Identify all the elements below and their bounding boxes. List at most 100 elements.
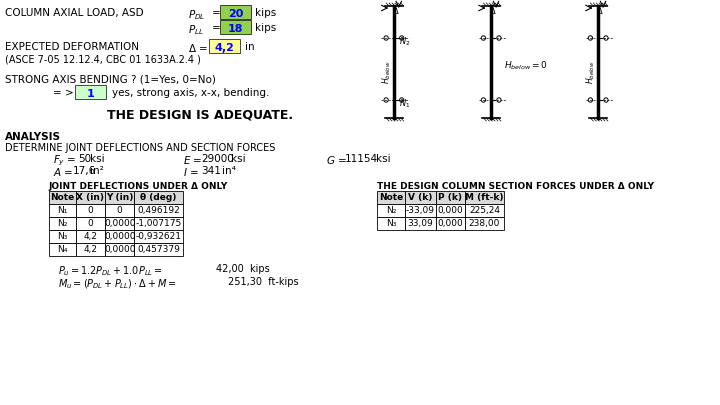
Bar [105, 217, 134, 230]
Text: in: in [245, 42, 255, 52]
Text: ANALYSIS: ANALYSIS [5, 132, 61, 142]
Text: 29000: 29000 [202, 154, 234, 164]
Text: yes, strong axis, x-x, bending.: yes, strong axis, x-x, bending. [112, 88, 269, 98]
Bar [209, 39, 240, 53]
Text: 0,0000: 0,0000 [104, 232, 135, 241]
Bar [76, 217, 105, 230]
Bar [134, 230, 183, 243]
Bar [377, 191, 405, 204]
Text: Note: Note [50, 193, 74, 202]
Text: (ASCE 7-05 12.12.4, CBC 01 1633A.2.4 ): (ASCE 7-05 12.12.4, CBC 01 1633A.2.4 ) [5, 54, 201, 64]
Text: N₄: N₄ [57, 245, 68, 254]
Text: Note: Note [379, 193, 403, 202]
Bar [405, 191, 436, 204]
Text: 0,0000: 0,0000 [104, 219, 135, 228]
Bar [75, 85, 106, 99]
Text: Y (in): Y (in) [106, 193, 133, 202]
Bar [465, 204, 504, 217]
Text: EXPECTED DEFORMATION: EXPECTED DEFORMATION [5, 42, 139, 52]
Text: STRONG AXIS BENDING ? (1=Yes, 0=No): STRONG AXIS BENDING ? (1=Yes, 0=No) [5, 75, 216, 85]
Text: 0,0000: 0,0000 [104, 245, 135, 254]
Bar [134, 217, 183, 230]
Text: N₃: N₃ [57, 232, 68, 241]
Text: DETERMINE JOINT DEFLECTIONS AND SECTION FORCES: DETERMINE JOINT DEFLECTIONS AND SECTION … [5, 143, 275, 153]
Text: $\Delta$: $\Delta$ [489, 5, 497, 16]
Text: 0,496192: 0,496192 [138, 206, 180, 215]
Bar [377, 217, 405, 230]
Text: 238,00: 238,00 [469, 219, 500, 228]
Text: THE DESIGN COLUMN SECTION FORCES UNDER Δ ONLY: THE DESIGN COLUMN SECTION FORCES UNDER Δ… [377, 182, 654, 191]
Bar [49, 243, 76, 256]
Text: 42,00  kips: 42,00 kips [216, 264, 270, 274]
Text: 225,24: 225,24 [469, 206, 500, 215]
Text: V (k): V (k) [408, 193, 433, 202]
Text: 251,30  ft-kips: 251,30 ft-kips [228, 277, 298, 287]
Text: kips: kips [255, 8, 276, 18]
Text: N₃: N₃ [386, 219, 396, 228]
Bar [105, 204, 134, 217]
Bar [105, 230, 134, 243]
Text: -33,09: -33,09 [405, 206, 435, 215]
Text: 0,457379: 0,457379 [137, 245, 180, 254]
Bar [76, 191, 105, 204]
Text: 4,2: 4,2 [215, 43, 235, 53]
Text: $\Delta$ =: $\Delta$ = [188, 42, 207, 54]
Text: in⁴: in⁴ [222, 166, 235, 176]
Text: 17,6: 17,6 [73, 166, 96, 176]
Text: in²: in² [91, 166, 104, 176]
Text: $P_{LL}$: $P_{LL}$ [188, 23, 204, 37]
Text: $F_y$ =: $F_y$ = [53, 154, 77, 168]
Text: THE DESIGN IS ADEQUATE.: THE DESIGN IS ADEQUATE. [107, 108, 293, 121]
Text: 1: 1 [86, 89, 94, 99]
Bar [436, 191, 465, 204]
Text: $N_2$: $N_2$ [399, 35, 410, 47]
Text: $I$ =: $I$ = [183, 166, 199, 178]
Text: 0,000: 0,000 [438, 206, 463, 215]
Text: $\Delta$: $\Delta$ [596, 5, 604, 16]
Text: 0,000: 0,000 [438, 219, 463, 228]
Bar [405, 217, 436, 230]
Text: X (in): X (in) [76, 193, 104, 202]
Text: ksi: ksi [91, 154, 105, 164]
Bar [105, 191, 134, 204]
Bar [377, 204, 405, 217]
Text: $M_u = (P_{DL} + P_{LL}) \cdot \Delta + M =$: $M_u = (P_{DL} + P_{LL}) \cdot \Delta + … [58, 277, 177, 291]
Text: P (k): P (k) [438, 193, 462, 202]
Bar [49, 191, 76, 204]
Text: 18: 18 [228, 24, 243, 34]
Text: 11154: 11154 [346, 154, 379, 164]
Bar [465, 191, 504, 204]
Text: M (ft-k): M (ft-k) [465, 193, 503, 202]
Text: =: = [212, 23, 221, 33]
Text: $H_{below}$: $H_{below}$ [585, 60, 597, 84]
Bar [134, 204, 183, 217]
Text: ksi: ksi [232, 154, 246, 164]
Bar [76, 243, 105, 256]
Bar [134, 191, 183, 204]
Bar [134, 243, 183, 256]
Bar [220, 5, 251, 19]
Bar [436, 217, 465, 230]
Text: kips: kips [255, 23, 276, 33]
Text: θ (deg): θ (deg) [140, 193, 176, 202]
Bar [220, 20, 251, 34]
Text: $H_{below}=0$: $H_{below}=0$ [504, 60, 548, 72]
Text: JOINT DEFLECTIONS UNDER Δ ONLY: JOINT DEFLECTIONS UNDER Δ ONLY [49, 182, 228, 191]
Text: = >: = > [53, 88, 74, 98]
Text: $A$ =: $A$ = [53, 166, 74, 178]
Text: -0,932621: -0,932621 [135, 232, 181, 241]
Text: 4,2: 4,2 [84, 245, 97, 254]
Text: 0: 0 [88, 219, 94, 228]
Bar [49, 217, 76, 230]
Text: =: = [212, 8, 221, 18]
Text: $P_u = 1.2P_{DL} + 1.0P_{LL} =$: $P_u = 1.2P_{DL} + 1.0P_{LL} =$ [58, 264, 163, 278]
Text: 0: 0 [117, 206, 122, 215]
Text: N₁: N₁ [57, 206, 68, 215]
Bar [76, 230, 105, 243]
Text: 341: 341 [202, 166, 221, 176]
Text: $P_{DL}$: $P_{DL}$ [188, 8, 205, 22]
Bar [76, 204, 105, 217]
Bar [105, 243, 134, 256]
Text: $\Delta$: $\Delta$ [392, 5, 400, 16]
Text: $G$ =: $G$ = [326, 154, 347, 166]
